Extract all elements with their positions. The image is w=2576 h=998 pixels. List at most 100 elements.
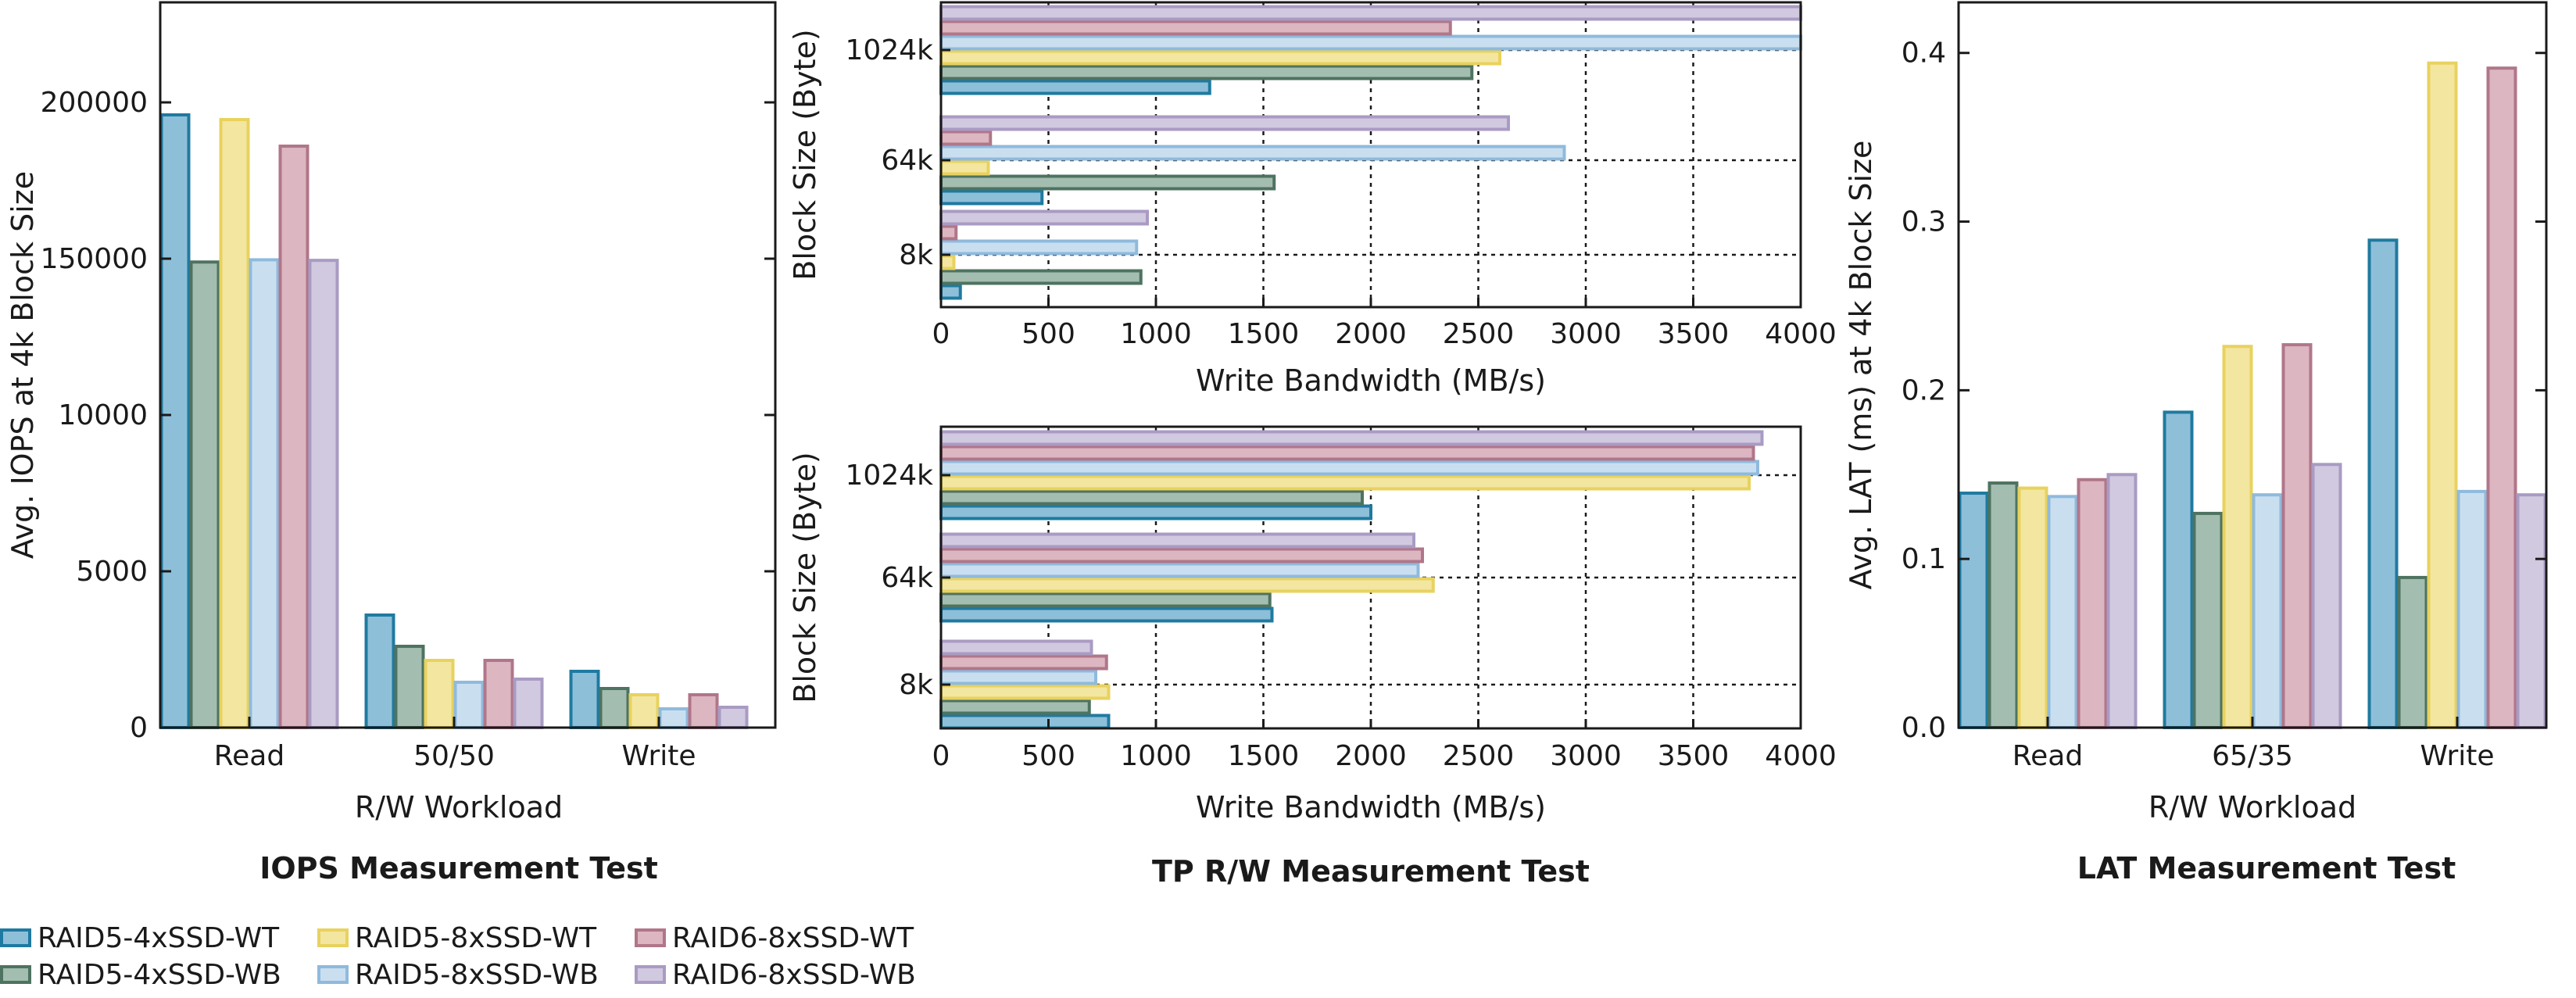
lat-bar-65-35-series-2 xyxy=(2192,511,2224,729)
lat-bar-Read-series-4 xyxy=(2047,495,2078,730)
tp-bar-1024k-series-3 xyxy=(939,474,1751,491)
iops-bar-Write-series-1 xyxy=(569,670,600,729)
iops-y-tick-label: 0 xyxy=(130,712,148,744)
write-bar-8k-series-3 xyxy=(939,254,956,270)
tp-x-tick-label: 3500 xyxy=(1658,740,1730,772)
lat-bar-Write-series-6 xyxy=(2516,493,2547,729)
lat-bar-Read-series-6 xyxy=(2106,473,2138,729)
legend-label-series-2: RAID5-4xSSD-WB xyxy=(38,959,281,991)
lat-y-tick-label: 0.1 xyxy=(1902,543,1946,575)
write-y-axis-label: Block Size (Byte) xyxy=(788,29,822,280)
tp-y-tick-label: 1024k xyxy=(846,460,934,492)
write-x-axis-label: Write Bandwidth (MB/s) xyxy=(1196,363,1546,398)
write-x-tick-label: 3000 xyxy=(1550,318,1622,350)
iops-y-axis-label: Avg. IOPS at 4k Block Size xyxy=(5,171,40,559)
lat-bar-65-35-series-3 xyxy=(2222,345,2253,729)
tp-x-tick-label: 1000 xyxy=(1120,740,1192,772)
iops-bar-Read-series-1 xyxy=(159,113,191,729)
tp-y-axis-label: Block Size (Byte) xyxy=(788,452,822,703)
legend-swatch-series-5 xyxy=(635,928,666,947)
tp-x-tick-label: 0 xyxy=(932,740,950,772)
iops-x-axis-label: R/W Workload xyxy=(355,790,563,825)
tp-x-tick-label: 500 xyxy=(1021,740,1075,772)
tp-bar-8k-series-4 xyxy=(939,669,1097,685)
write-bar-64k-series-6 xyxy=(939,115,1510,131)
iops-y-tick-label: 10000 xyxy=(58,399,148,431)
write-bar-1024k-series-5 xyxy=(939,20,1452,36)
tp-x-axis-label: Write Bandwidth (MB/s) xyxy=(1196,790,1546,825)
tp-bar-64k-series-2 xyxy=(939,592,1272,608)
tp-bar-1024k-series-4 xyxy=(939,460,1759,476)
write-bar-1024k-series-2 xyxy=(939,64,1474,80)
legend-swatch-series-4 xyxy=(317,965,349,984)
write-y-tick-label: 64k xyxy=(881,145,933,177)
write-x-tick-label: 0 xyxy=(932,318,950,350)
lat-bar-65-35-series-6 xyxy=(2311,463,2342,730)
lat-x-tick-label: Read xyxy=(2012,740,2083,772)
lat-bar-Write-series-2 xyxy=(2397,575,2428,730)
tp-x-tick-label: 1500 xyxy=(1228,740,1300,772)
lat-bar-Write-series-3 xyxy=(2427,61,2458,730)
lat-bar-65-35-series-1 xyxy=(2163,410,2194,729)
write-x-tick-label: 2500 xyxy=(1443,318,1515,350)
iops-bar-Write-series-6 xyxy=(717,706,749,729)
tp-bar-8k-series-1 xyxy=(939,714,1111,730)
legend-swatch-series-6 xyxy=(635,965,666,984)
legend-label-series-5: RAID6-8xSSD-WT xyxy=(672,922,914,954)
iops-bar-50-50-series-2 xyxy=(394,645,425,729)
iops-bar-50-50-series-1 xyxy=(364,613,395,729)
tp-bar-1024k-series-1 xyxy=(939,504,1372,520)
write-y-tick-label: 8k xyxy=(899,239,933,271)
write-bar-8k-series-4 xyxy=(939,239,1139,256)
lat-bar-65-35-series-4 xyxy=(2252,493,2283,729)
tp-x-tick-label: 2000 xyxy=(1335,740,1407,772)
write-bar-1024k-series-4 xyxy=(939,34,1802,51)
legend-swatch-series-3 xyxy=(317,928,349,947)
legend-label-series-3: RAID5-8xSSD-WT xyxy=(355,922,597,954)
write-bar-1024k-series-3 xyxy=(939,49,1501,66)
lat-x-axis-label: R/W Workload xyxy=(2148,790,2356,825)
lat-x-tick-label: 65/35 xyxy=(2212,740,2293,772)
tp-bar-64k-series-6 xyxy=(939,532,1415,549)
iops-bar-50-50-series-4 xyxy=(453,681,485,729)
tp-bar-8k-series-2 xyxy=(939,699,1091,715)
write-bar-64k-series-4 xyxy=(939,145,1566,161)
iops-bar-Write-series-4 xyxy=(658,707,689,729)
write-x-tick-label: 1000 xyxy=(1120,318,1192,350)
tp-x-tick-label: 2500 xyxy=(1443,740,1515,772)
tp-bar-8k-series-3 xyxy=(939,684,1111,700)
iops-bar-Read-series-5 xyxy=(278,145,309,729)
legend-swatch-series-1 xyxy=(0,928,31,947)
iops-y-tick-label: 150000 xyxy=(41,243,148,275)
tp-bar-8k-series-6 xyxy=(939,639,1093,656)
iops-bar-Read-series-3 xyxy=(219,118,250,729)
lat-bar-Read-series-3 xyxy=(2017,486,2048,729)
iops-bar-Read-series-2 xyxy=(189,260,220,729)
legend-label-series-1: RAID5-4xSSD-WT xyxy=(38,922,280,954)
tp-bar-1024k-series-5 xyxy=(939,445,1755,461)
tp-bar-1024k-series-6 xyxy=(939,430,1764,446)
iops-bar-Write-series-5 xyxy=(688,693,719,729)
legend-label-series-4: RAID5-8xSSD-WB xyxy=(355,959,599,991)
legend-label-series-6: RAID6-8xSSD-WB xyxy=(672,959,916,991)
iops-panel-title: IOPS Measurement Test xyxy=(259,851,658,885)
iops-bar-Read-series-6 xyxy=(308,259,339,729)
tp-bar-64k-series-5 xyxy=(939,547,1424,563)
iops-bar-Write-series-3 xyxy=(628,693,660,729)
iops-bar-50-50-series-6 xyxy=(513,678,544,729)
write-x-tick-label: 2000 xyxy=(1335,318,1407,350)
write-bar-8k-series-2 xyxy=(939,269,1143,285)
write-x-tick-label: 1500 xyxy=(1228,318,1300,350)
lat-bar-Write-series-4 xyxy=(2456,489,2488,729)
tp-bar-1024k-series-2 xyxy=(939,489,1364,506)
iops-bar-50-50-series-3 xyxy=(424,659,455,729)
lat-panel-title: LAT Measurement Test xyxy=(2077,851,2456,885)
lat-bar-Write-series-5 xyxy=(2486,66,2517,730)
iops-y-tick-label: 200000 xyxy=(41,87,148,119)
write-bar-1024k-series-6 xyxy=(939,5,1802,21)
tp-x-tick-label: 4000 xyxy=(1765,740,1837,772)
iops-x-tick-label: Read xyxy=(214,740,284,772)
tp-y-tick-label: 8k xyxy=(899,669,933,701)
